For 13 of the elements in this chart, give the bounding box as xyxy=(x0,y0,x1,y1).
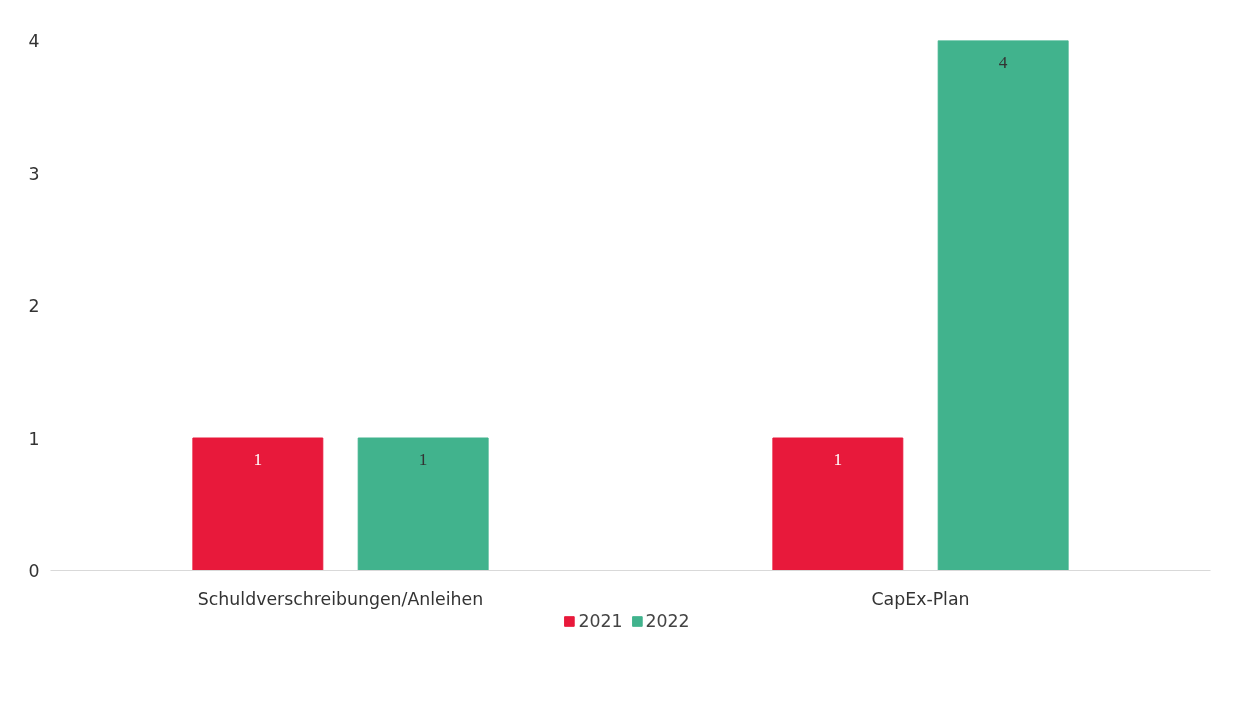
data-label: 1 xyxy=(833,450,843,469)
legend-label: 2022 xyxy=(645,611,690,631)
legend-label: 2021 xyxy=(578,611,623,631)
y-tick-label: 0 xyxy=(28,561,40,581)
y-tick-label: 3 xyxy=(28,163,40,184)
data-label: 1 xyxy=(418,450,428,469)
data-label: 4 xyxy=(998,52,1008,72)
x-tick-label: Schuldverschreibungen/Anleihen xyxy=(197,588,484,609)
data-label: 1 xyxy=(253,450,263,469)
y-tick-label: 2 xyxy=(28,296,40,316)
y-tick-label: 4 xyxy=(28,31,40,51)
x-tick-label: CapEx-Plan xyxy=(871,588,970,609)
y-tick-label: 1 xyxy=(28,428,40,449)
